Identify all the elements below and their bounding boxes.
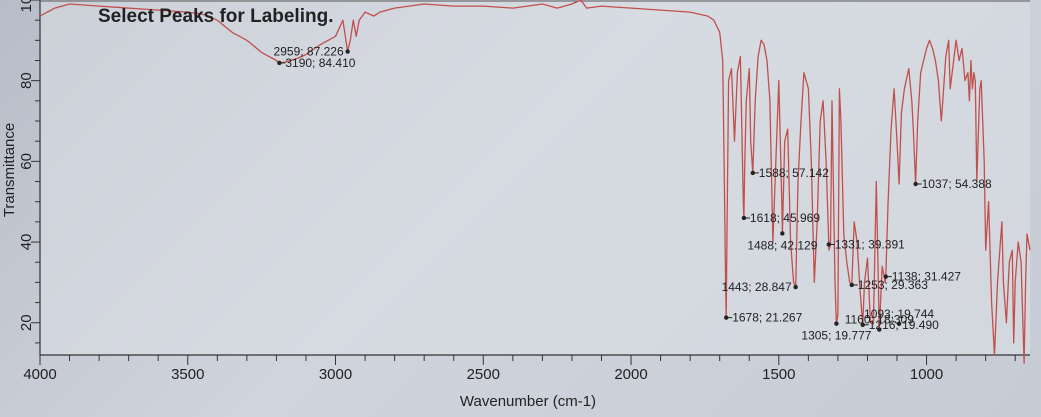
y-tick-label: 40 [18, 234, 35, 251]
peak-label: 2959; 87.226 [274, 45, 344, 59]
plot-area [40, 0, 1030, 355]
y-tick-label: 100 [18, 0, 35, 13]
peak-label: 1618; 45.969 [750, 211, 820, 225]
y-tick-label: 80 [18, 72, 35, 89]
peak-marker [345, 49, 350, 54]
peak-label: 1678; 21.267 [732, 311, 802, 325]
peak-label: 1216; 19.490 [869, 318, 939, 332]
x-tick-label: 4000 [23, 366, 56, 383]
peak-marker [793, 284, 798, 290]
y-axis-title: Transmittance [1, 123, 18, 217]
peak-marker [896, 321, 902, 326]
x-tick-label: 3000 [319, 366, 352, 383]
peak-label: 1305; 19.777 [801, 329, 871, 343]
y-tick-label: 60 [18, 153, 35, 170]
x-tick-label: 1000 [910, 366, 943, 383]
peak-label: 1037; 54.388 [922, 177, 992, 191]
x-tick-label: 2500 [467, 366, 500, 383]
peak-label: 1488; 42.129 [747, 238, 817, 252]
peak-label: 1588; 57.142 [759, 166, 829, 180]
chart-title: Select Peaks for Labeling. [98, 6, 333, 27]
x-tick-label: 1500 [762, 366, 795, 383]
peak-label: 3190; 84.410 [285, 56, 355, 70]
peak-marker [277, 60, 282, 66]
x-axis-title: Wavenumber (cm-1) [460, 393, 596, 410]
spectrum-line [39, 0, 1031, 364]
peak-label: 1443; 28.847 [722, 280, 792, 294]
y-tick-label: 20 [18, 314, 35, 331]
x-tick-label: 3500 [171, 366, 204, 383]
peak-label: 1138; 31.427 [892, 270, 962, 284]
peak-label: 1331; 39.391 [835, 238, 905, 252]
spectrum-series [39, 0, 1031, 364]
peak-label: 1093; 19.744 [864, 307, 934, 321]
peak-marker [877, 327, 882, 332]
peak-marker [834, 321, 839, 326]
x-tick-label: 2000 [614, 366, 647, 383]
peak-label: 1253; 29.363 [858, 278, 928, 292]
axes: 4000 3500 3000 2500 2000 1500 1000 20 40 60 80 100 [18, 0, 1030, 383]
peak-marker [780, 231, 785, 236]
